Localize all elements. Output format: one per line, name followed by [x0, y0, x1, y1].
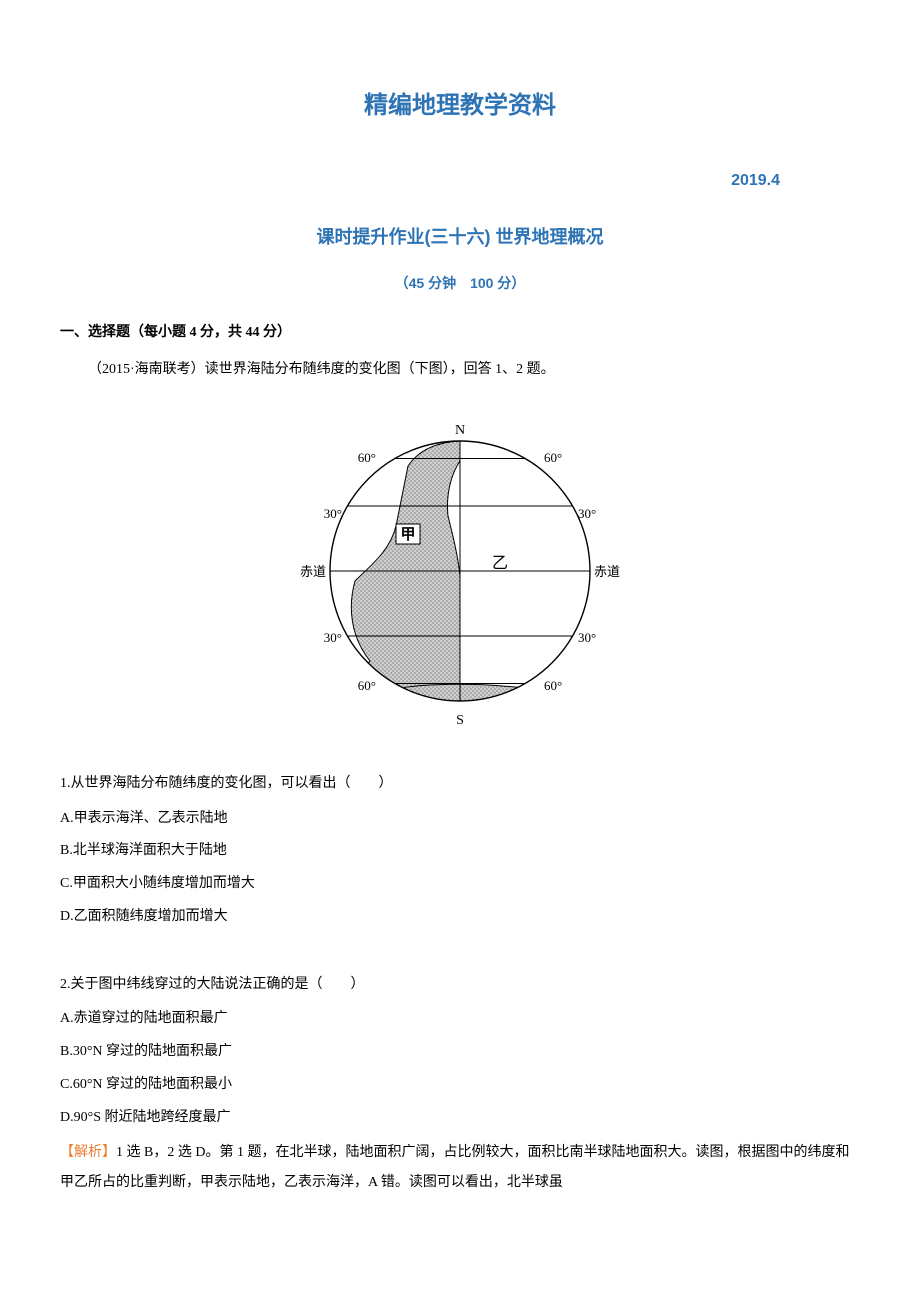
section-heading: 一、选择题（每小题 4 分，共 44 分）	[60, 318, 860, 349]
intro-text: （2015·海南联考）读世界海陆分布随纬度的变化图（下图），回答 1、2 题。	[60, 355, 860, 386]
analysis-label: 【解析】	[60, 1145, 116, 1160]
label-30s-r: 30°	[578, 630, 596, 645]
q1-c: C.甲面积大小随纬度增加而增大	[60, 869, 860, 900]
q2-c: C.60°N 穿过的陆地面积最小	[60, 1070, 860, 1101]
label-eq-l: 赤道	[300, 564, 326, 579]
date: 2019.4	[60, 163, 860, 198]
land-shape	[351, 441, 460, 706]
subtitle: 课时提升作业(三十六) 世界地理概况	[60, 218, 860, 258]
label-60n-l: 60°	[358, 450, 376, 465]
label-n: N	[455, 423, 465, 438]
label-yi: 乙	[492, 555, 508, 572]
q2-d: D.90°S 附近陆地跨经度最广	[60, 1103, 860, 1134]
label-30s-l: 30°	[324, 630, 342, 645]
label-s: S	[456, 713, 464, 728]
analysis: 【解析】1 选 B，2 选 D。第 1 题，在北半球，陆地面积广阔，占比例较大，…	[60, 1138, 860, 1200]
q2-stem: 2.关于图中纬线穿过的大陆说法正确的是（ ）	[60, 970, 860, 1001]
label-60n-r: 60°	[544, 450, 562, 465]
label-30n-l: 30°	[324, 506, 342, 521]
duration: （45 分钟 100 分）	[60, 268, 860, 299]
q1-d: D.乙面积随纬度增加而增大	[60, 902, 860, 933]
q1-a: A.甲表示海洋、乙表示陆地	[60, 804, 860, 835]
label-60s-l: 60°	[358, 678, 376, 693]
label-jia: 甲	[400, 526, 415, 543]
q1-b: B.北半球海洋面积大于陆地	[60, 836, 860, 867]
main-title: 精编地理教学资料	[60, 80, 860, 133]
label-30n-r: 30°	[578, 506, 596, 521]
analysis-text: 1 选 B，2 选 D。第 1 题，在北半球，陆地面积广阔，占比例较大，面积比南…	[60, 1145, 849, 1191]
label-eq-r: 赤道	[594, 564, 620, 579]
q2-b: B.30°N 穿过的陆地面积最广	[60, 1037, 860, 1068]
globe-figure: N S 60° 30° 赤道 30° 60° 60° 30° 赤道 30° 60…	[60, 406, 860, 749]
label-60s-r: 60°	[544, 678, 562, 693]
q1-stem: 1.从世界海陆分布随纬度的变化图，可以看出（ ）	[60, 769, 860, 800]
q2-a: A.赤道穿过的陆地面积最广	[60, 1004, 860, 1035]
